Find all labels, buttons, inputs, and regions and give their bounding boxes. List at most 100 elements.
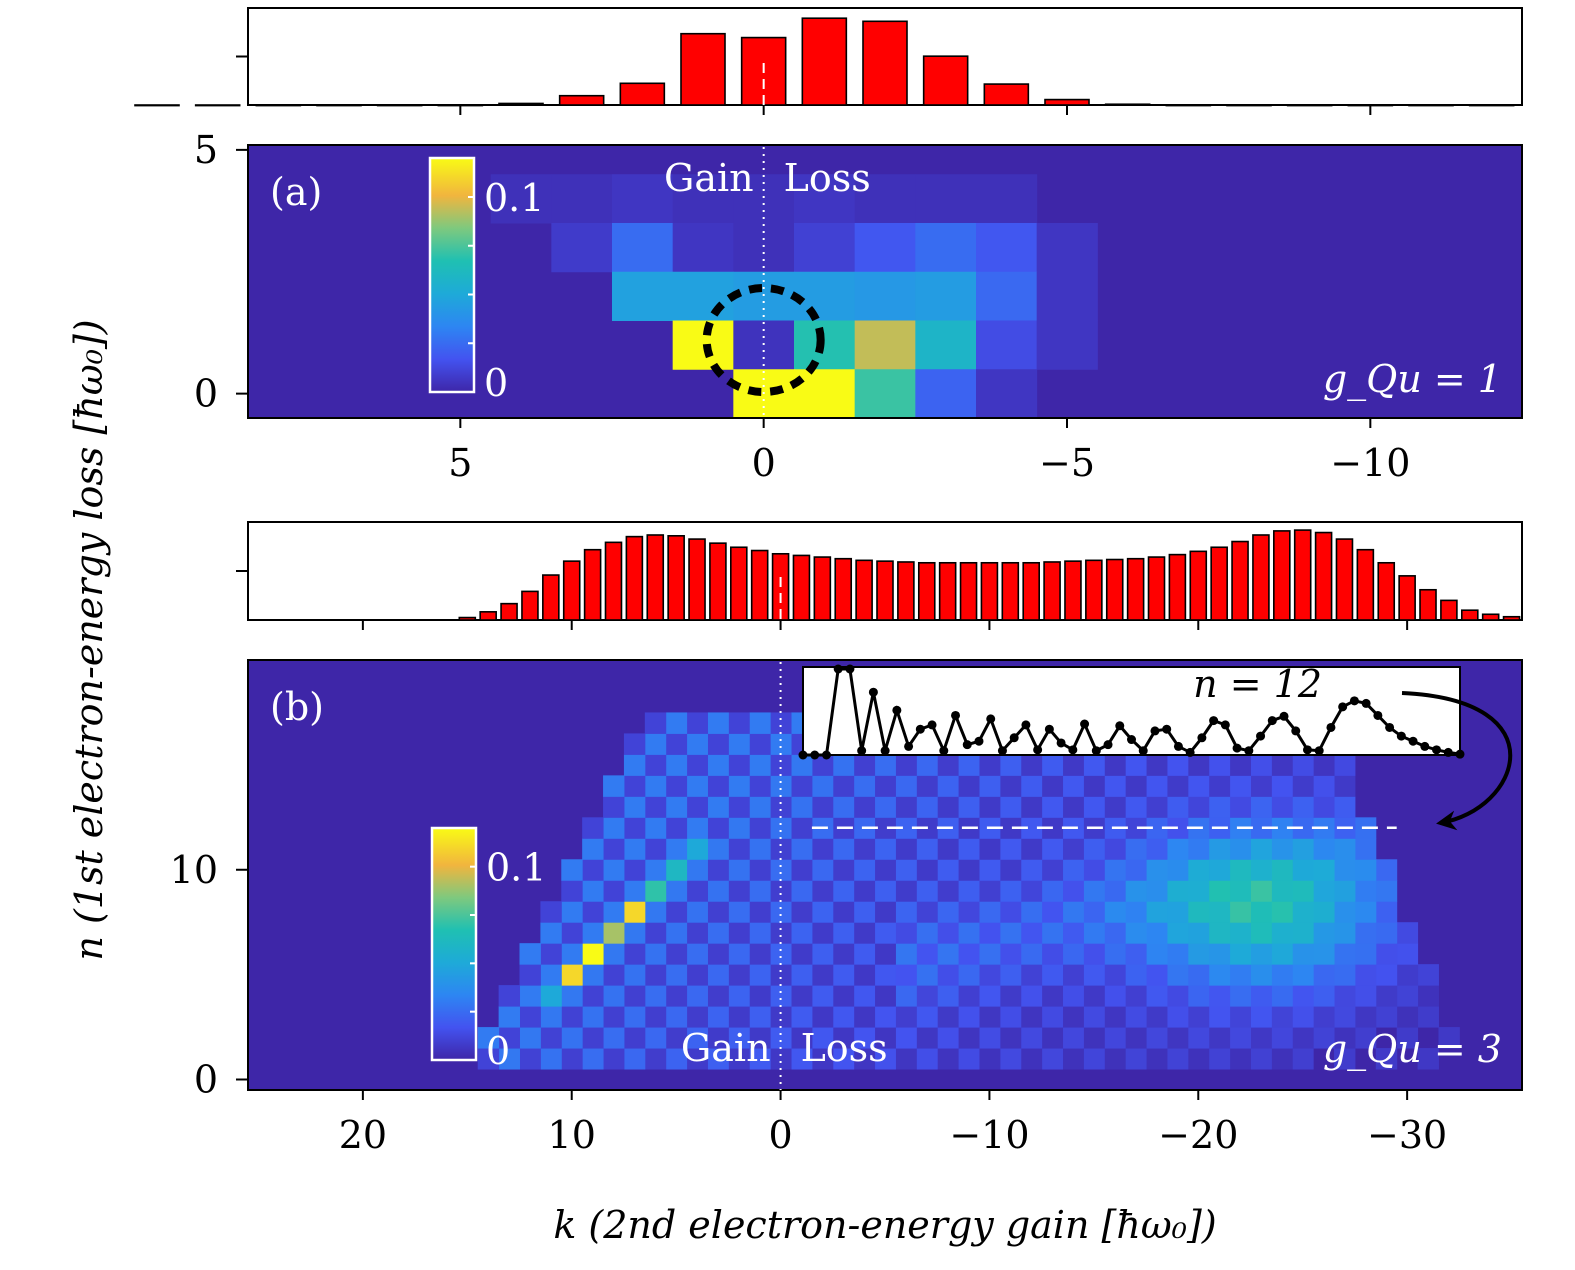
panel-b-cell — [686, 859, 708, 881]
panel-b-cell — [728, 1006, 750, 1028]
panel-b-cell — [1292, 1048, 1314, 1070]
panel-b-marginal-bar — [792, 554, 811, 621]
panel-b-cell — [1125, 859, 1147, 881]
panel-b-cell — [937, 985, 959, 1007]
panel-a-xtick-label: −10 — [1330, 441, 1410, 485]
panel-b-cell — [1020, 1006, 1043, 1028]
panel-b-cell — [1438, 1027, 1460, 1049]
panel-b-cell — [1146, 880, 1168, 902]
panel-b-cell — [937, 922, 959, 944]
panel-b-cell — [958, 754, 980, 776]
panel-b-marginal-bar — [625, 535, 644, 621]
panel-b-loss-label: Loss — [801, 1026, 888, 1070]
panel-b-cell — [540, 943, 562, 965]
panel-b-cell — [916, 775, 938, 797]
panel-b-cell — [1354, 880, 1377, 902]
panel-b-cell — [874, 754, 896, 776]
panel-b-cell — [1104, 1027, 1126, 1049]
panel-a-marginal-bar — [255, 104, 302, 107]
panel-b-cell — [895, 922, 917, 944]
panel-b-cell — [1313, 922, 1335, 944]
panel-a-loss-label: Loss — [784, 156, 871, 200]
panel-b-cell — [707, 859, 729, 881]
panel-b-cell — [1208, 922, 1231, 944]
inset-point — [1326, 722, 1336, 732]
panel-b-cell — [749, 964, 771, 986]
inset-label: n = 12 — [1193, 662, 1322, 706]
panel-b-cell — [1313, 796, 1335, 818]
panel-b-cell — [707, 796, 729, 818]
panel-b-cell — [791, 880, 813, 902]
panel-a-marginal-bar — [801, 17, 848, 106]
panel-b-cell — [999, 943, 1022, 965]
panel-b-cell — [1062, 1006, 1084, 1028]
panel-b-cell — [1041, 901, 1064, 923]
panel-b-cell — [665, 943, 688, 965]
panel-b-cell — [832, 1048, 855, 1070]
panel-b-cell — [1166, 775, 1189, 797]
panel-b-cell — [1104, 901, 1126, 923]
panel-a-cell — [733, 271, 795, 321]
panel-b-marginal-bar — [897, 561, 915, 621]
panel-b-cell — [749, 922, 771, 944]
panel-b-cell — [644, 964, 667, 986]
panel-b-cell — [686, 796, 708, 818]
panel-b-cell — [561, 1048, 583, 1070]
panel-b-cell — [1104, 775, 1126, 797]
panel-b-cell — [1292, 1027, 1314, 1049]
panel-b-cell — [644, 1006, 667, 1028]
panel-b-cell — [1396, 1006, 1419, 1028]
panel-b-cell — [623, 985, 646, 1007]
panel-a-cell — [672, 271, 734, 321]
panel-b-cell — [1083, 901, 1105, 923]
panel-b-cell — [749, 985, 771, 1007]
panel-b-cell — [623, 838, 646, 860]
panel-b-cell — [1146, 859, 1168, 881]
panel-b-marginal-bar — [813, 556, 832, 621]
panel-b-cell — [958, 859, 980, 881]
panel-b-cell — [686, 838, 708, 860]
panel-b-cell — [623, 817, 646, 839]
panel-b-cell — [644, 817, 667, 839]
panel-b-cell — [1020, 985, 1043, 1007]
inset-point — [857, 746, 867, 756]
panel-b-cell — [916, 901, 938, 923]
panel-b-cell — [874, 943, 896, 965]
panel-b-cell — [770, 1027, 792, 1049]
panel-b-cell — [791, 1006, 813, 1028]
panel-b-cell — [1313, 901, 1335, 923]
panel-a-cell — [612, 271, 674, 321]
panel-b-cell — [561, 964, 583, 986]
panel-b-cell — [1271, 943, 1293, 965]
panel-b-cell — [958, 1048, 980, 1070]
panel-b-cell — [728, 796, 750, 818]
panel-b-cell — [1271, 880, 1293, 902]
panel-b-cell — [582, 985, 604, 1007]
panel-a-marginal-bar — [1286, 104, 1333, 107]
panel-b-cell — [791, 922, 813, 944]
panel-b-cell — [1125, 880, 1147, 902]
panel-b-cell — [665, 859, 688, 881]
panel-b-cell — [603, 1006, 625, 1028]
panel-b-cell — [603, 1027, 625, 1049]
panel-b-cell — [1104, 1048, 1126, 1070]
panel-b-cell — [978, 1048, 1001, 1070]
panel-b-cell — [895, 985, 917, 1007]
panel-b-cell — [1229, 922, 1251, 944]
panel-b-cell — [1083, 754, 1105, 776]
panel-b-cell — [791, 796, 813, 818]
panel-b-cell — [707, 1048, 729, 1070]
panel-b-cell — [1313, 964, 1335, 986]
panel-b-cell — [874, 964, 896, 986]
panel-b-cell — [978, 775, 1001, 797]
panel-b-cell — [937, 754, 959, 776]
panel-b-marginal-bar — [1273, 530, 1291, 621]
panel-b-cell — [958, 880, 980, 902]
panel-b-marginal-bar — [1168, 553, 1187, 621]
panel-a-marginal-bar — [376, 104, 423, 107]
panel-b-cell — [937, 964, 959, 986]
panel-b-cell — [1020, 838, 1043, 860]
panel-b-cell — [999, 1048, 1022, 1070]
inset-point — [1396, 731, 1406, 741]
panel-b-cell — [832, 964, 855, 986]
